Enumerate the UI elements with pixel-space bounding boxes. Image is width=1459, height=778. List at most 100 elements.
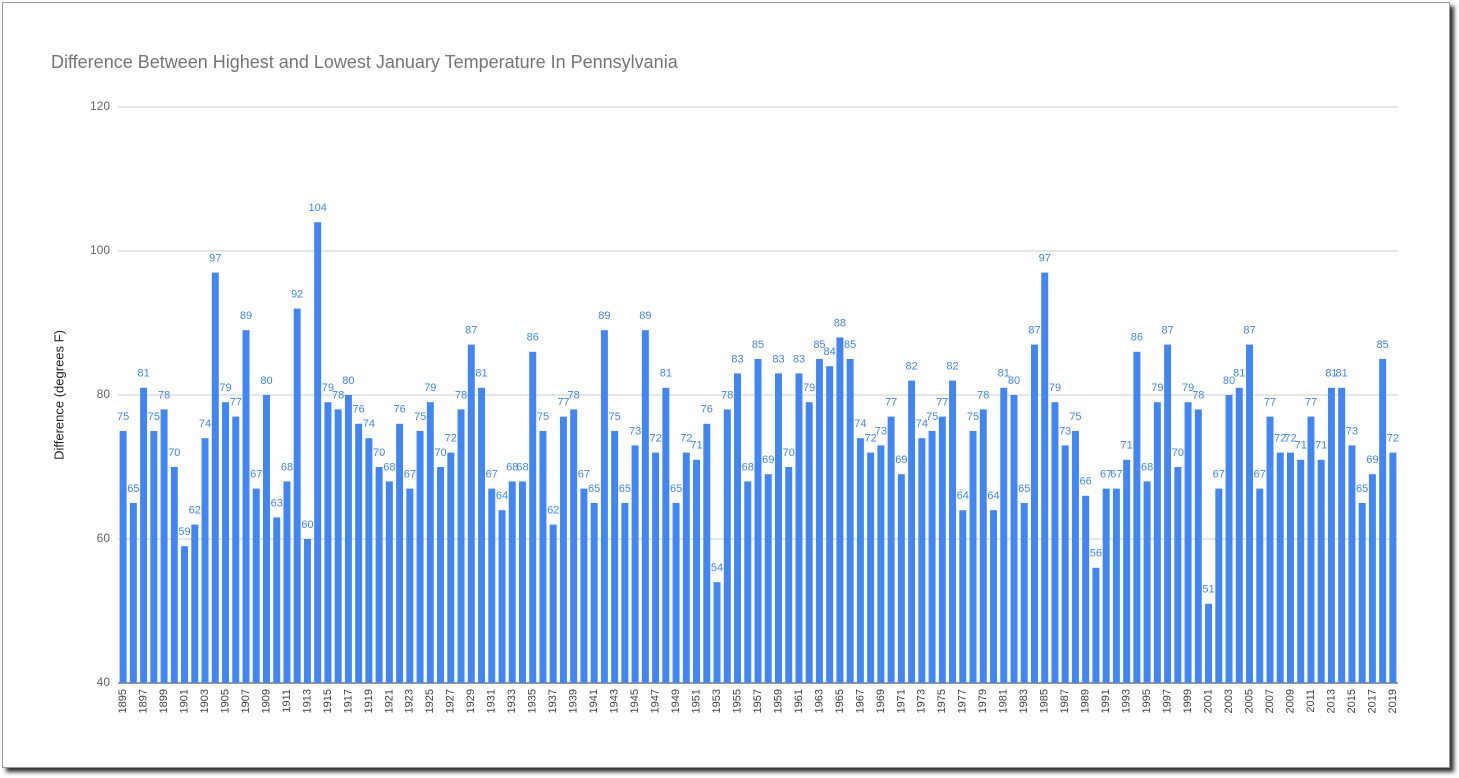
bar <box>1041 272 1049 683</box>
value-label: 86 <box>1131 332 1143 344</box>
bar <box>611 431 619 683</box>
bar <box>1327 387 1335 683</box>
value-label: 72 <box>1387 433 1399 445</box>
x-tick-label: 1903 <box>199 689 211 713</box>
x-tick-label: 1951 <box>690 689 702 713</box>
x-tick-label: 1953 <box>711 689 723 713</box>
bar <box>1020 503 1028 683</box>
bar <box>672 503 680 683</box>
bar <box>1235 387 1243 683</box>
value-label: 97 <box>209 253 221 265</box>
x-tick-label: 2013 <box>1325 689 1337 713</box>
bar <box>764 474 772 683</box>
bar <box>1317 459 1325 683</box>
bar <box>815 359 823 683</box>
value-label: 68 <box>506 461 518 473</box>
bar <box>181 546 189 683</box>
bar <box>1112 488 1120 683</box>
bar <box>590 503 598 683</box>
bar <box>1153 402 1161 683</box>
bar <box>969 431 977 683</box>
bar <box>457 409 465 683</box>
x-tick-label: 1969 <box>875 689 887 713</box>
value-label: 77 <box>230 397 242 409</box>
x-tick-label: 1955 <box>731 689 743 713</box>
bar <box>836 337 844 683</box>
bar <box>1338 387 1346 683</box>
bar <box>201 438 209 683</box>
value-label: 77 <box>1305 397 1317 409</box>
value-label: 71 <box>1121 440 1133 452</box>
value-label: 73 <box>1346 425 1358 437</box>
bar <box>938 416 946 683</box>
value-label: 87 <box>1243 325 1255 337</box>
x-tick-label: 1959 <box>772 689 784 713</box>
bar <box>539 431 547 683</box>
x-tick-label: 2005 <box>1243 689 1255 713</box>
value-label: 80 <box>1008 375 1020 387</box>
bar <box>979 409 987 683</box>
bar <box>1164 344 1172 683</box>
bar <box>365 438 373 683</box>
bar <box>1205 603 1213 683</box>
bar <box>1215 488 1223 683</box>
value-label: 79 <box>1151 382 1163 394</box>
value-label: 85 <box>1377 339 1389 351</box>
bar <box>1010 395 1018 683</box>
x-tick-label: 1945 <box>629 689 641 713</box>
bar <box>908 380 916 683</box>
value-label: 70 <box>783 447 795 459</box>
value-label: 70 <box>434 447 446 459</box>
value-label: 79 <box>424 382 436 394</box>
x-tick-label: 1925 <box>424 689 436 713</box>
value-label: 68 <box>383 461 395 473</box>
bar <box>447 452 455 683</box>
value-label: 73 <box>1059 425 1071 437</box>
value-label: 81 <box>1233 368 1245 380</box>
value-label: 51 <box>1202 584 1214 596</box>
value-label: 83 <box>772 353 784 365</box>
value-label: 81 <box>475 368 487 380</box>
value-label: 82 <box>905 361 917 373</box>
x-tick-label: 1987 <box>1059 689 1071 713</box>
bar <box>990 510 998 683</box>
bar <box>1379 359 1387 683</box>
bar <box>1266 416 1274 683</box>
value-label: 70 <box>1172 447 1184 459</box>
x-tick-label: 1965 <box>834 689 846 713</box>
value-label: 77 <box>557 397 569 409</box>
x-tick-label: 1937 <box>547 689 559 713</box>
x-tick-label: 1913 <box>301 689 313 713</box>
value-label: 67 <box>1213 469 1225 481</box>
bar <box>713 582 721 683</box>
bar <box>1297 459 1305 683</box>
bar <box>754 359 762 683</box>
value-label: 73 <box>629 425 641 437</box>
bar <box>1071 431 1079 683</box>
bar <box>774 373 782 683</box>
bar <box>140 387 148 683</box>
x-tick-label: 1981 <box>998 689 1010 713</box>
value-label: 67 <box>486 469 498 481</box>
bar <box>734 373 742 683</box>
value-label: 65 <box>127 483 139 495</box>
value-label: 60 <box>301 519 313 531</box>
value-label: 81 <box>660 368 672 380</box>
value-label: 79 <box>219 382 231 394</box>
value-label: 74 <box>916 418 928 430</box>
bar <box>170 467 178 683</box>
value-label: 84 <box>824 346 836 358</box>
chart-title: Difference Between Highest and Lowest Ja… <box>51 52 679 72</box>
value-label: 97 <box>1039 253 1051 265</box>
x-tick-label: 1927 <box>445 689 457 713</box>
bar <box>959 510 967 683</box>
x-tick-label: 1961 <box>793 689 805 713</box>
value-label: 78 <box>1192 389 1204 401</box>
bar <box>334 409 342 683</box>
x-tick-label: 1979 <box>977 689 989 713</box>
bar <box>1000 387 1008 683</box>
value-label: 76 <box>353 404 365 416</box>
value-label: 68 <box>742 461 754 473</box>
bar <box>785 467 793 683</box>
